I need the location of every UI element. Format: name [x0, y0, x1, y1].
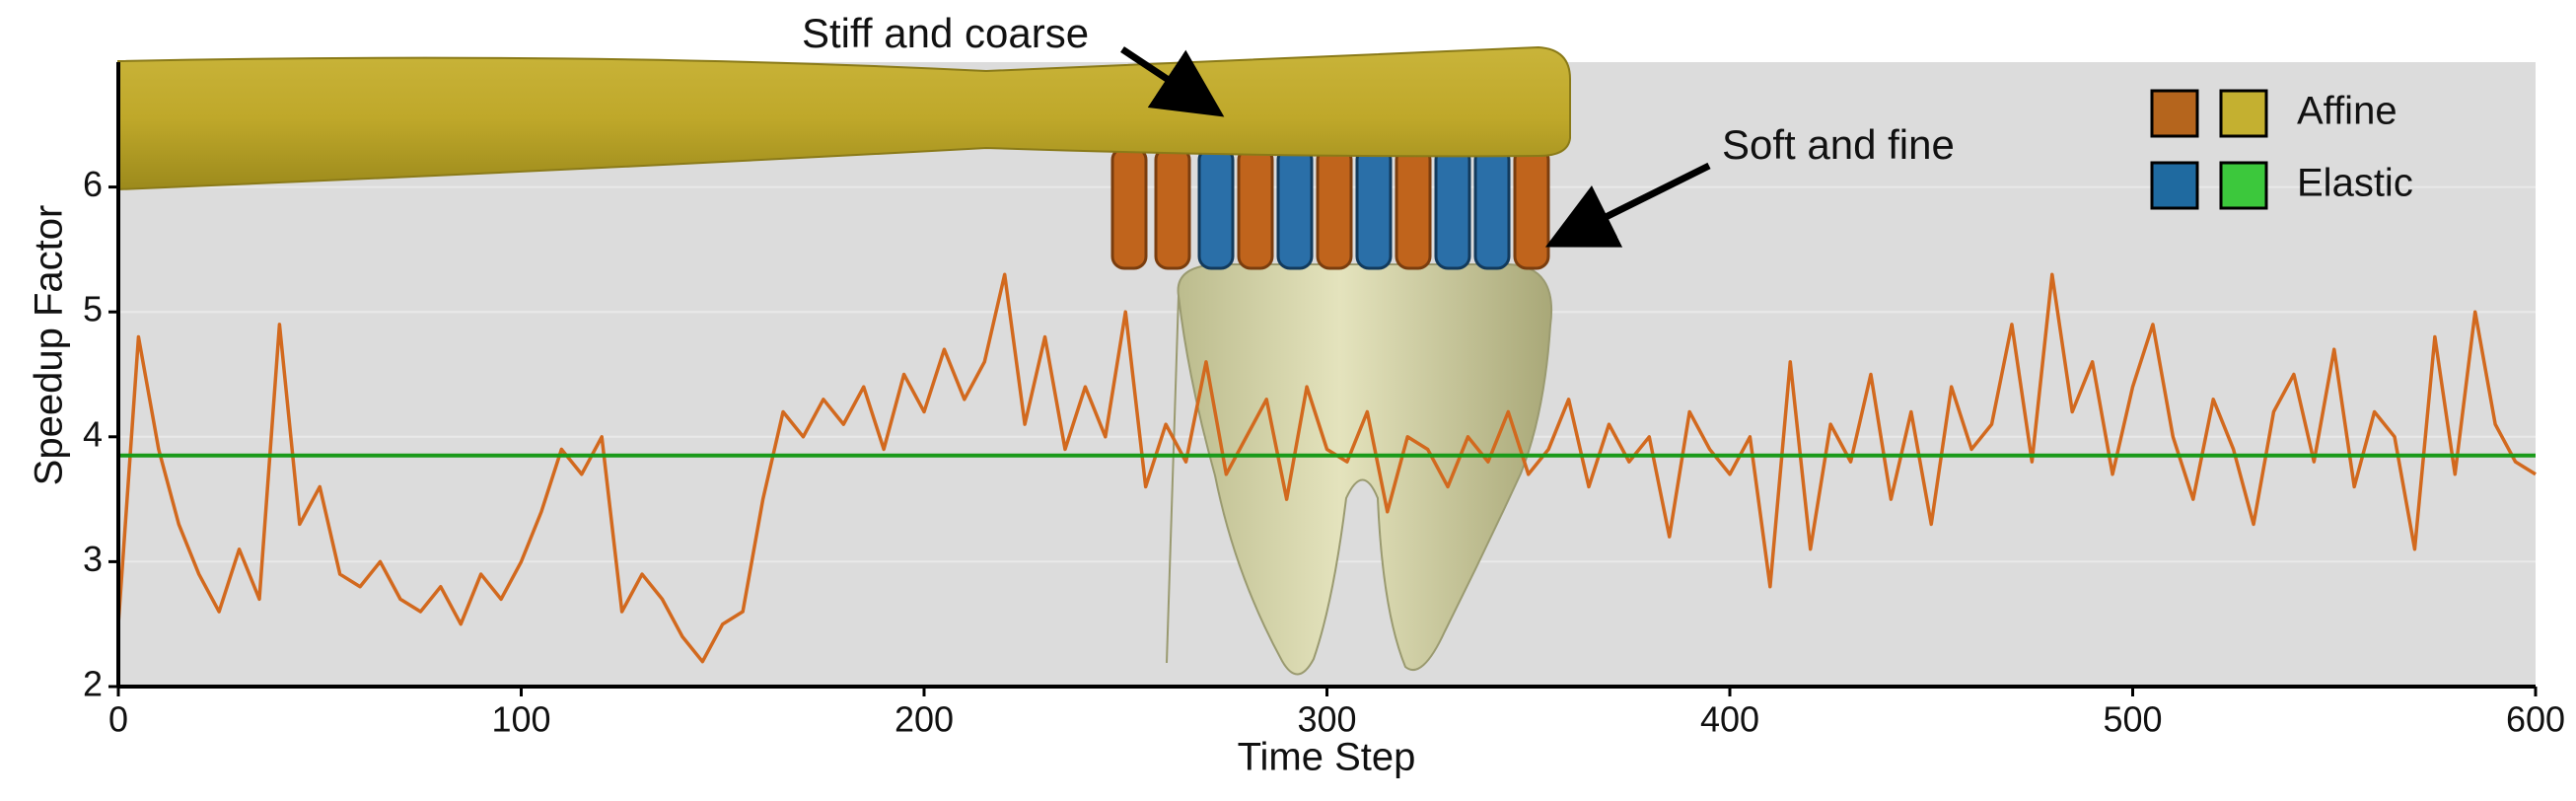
y-tick-label: 2	[83, 664, 103, 704]
y-tick-label: 4	[83, 413, 103, 454]
legend-swatch	[2219, 161, 2268, 210]
legend-swatch	[2150, 161, 2199, 210]
legend-swatch	[2150, 89, 2199, 138]
series-line	[116, 272, 2537, 664]
x-tick-label: 500	[2103, 699, 2162, 740]
annotation: Soft and fine	[1722, 121, 1955, 168]
data-layer	[116, 272, 2537, 664]
y-tick-label: 3	[83, 539, 103, 579]
x-tick-label: 0	[108, 699, 128, 740]
x-axis-title: Time Step	[1238, 736, 1416, 779]
legend-label: Affine	[2297, 90, 2397, 133]
legend-label: Elastic	[2297, 162, 2413, 205]
tooth	[1166, 263, 1553, 676]
bristles	[1110, 146, 1550, 270]
annotation: Stiff and coarse	[802, 10, 1089, 56]
arrow	[1120, 46, 1225, 117]
x-tick-label: 400	[1700, 699, 1759, 740]
x-tick-label: 300	[1297, 699, 1356, 740]
legend-swatch	[2219, 89, 2268, 138]
y-tick-label: 6	[83, 164, 103, 204]
illustration	[117, 45, 1711, 676]
labels: Stiff and coarse Soft and fine Time Step…	[28, 10, 2565, 778]
x-tick-label: 200	[894, 699, 954, 740]
x-tick-label: 600	[2506, 699, 2565, 740]
y-axis-title: Speedup Factor	[28, 205, 71, 486]
x-tick-label: 100	[491, 699, 550, 740]
arrow	[1544, 162, 1711, 248]
y-tick-label: 5	[83, 289, 103, 329]
